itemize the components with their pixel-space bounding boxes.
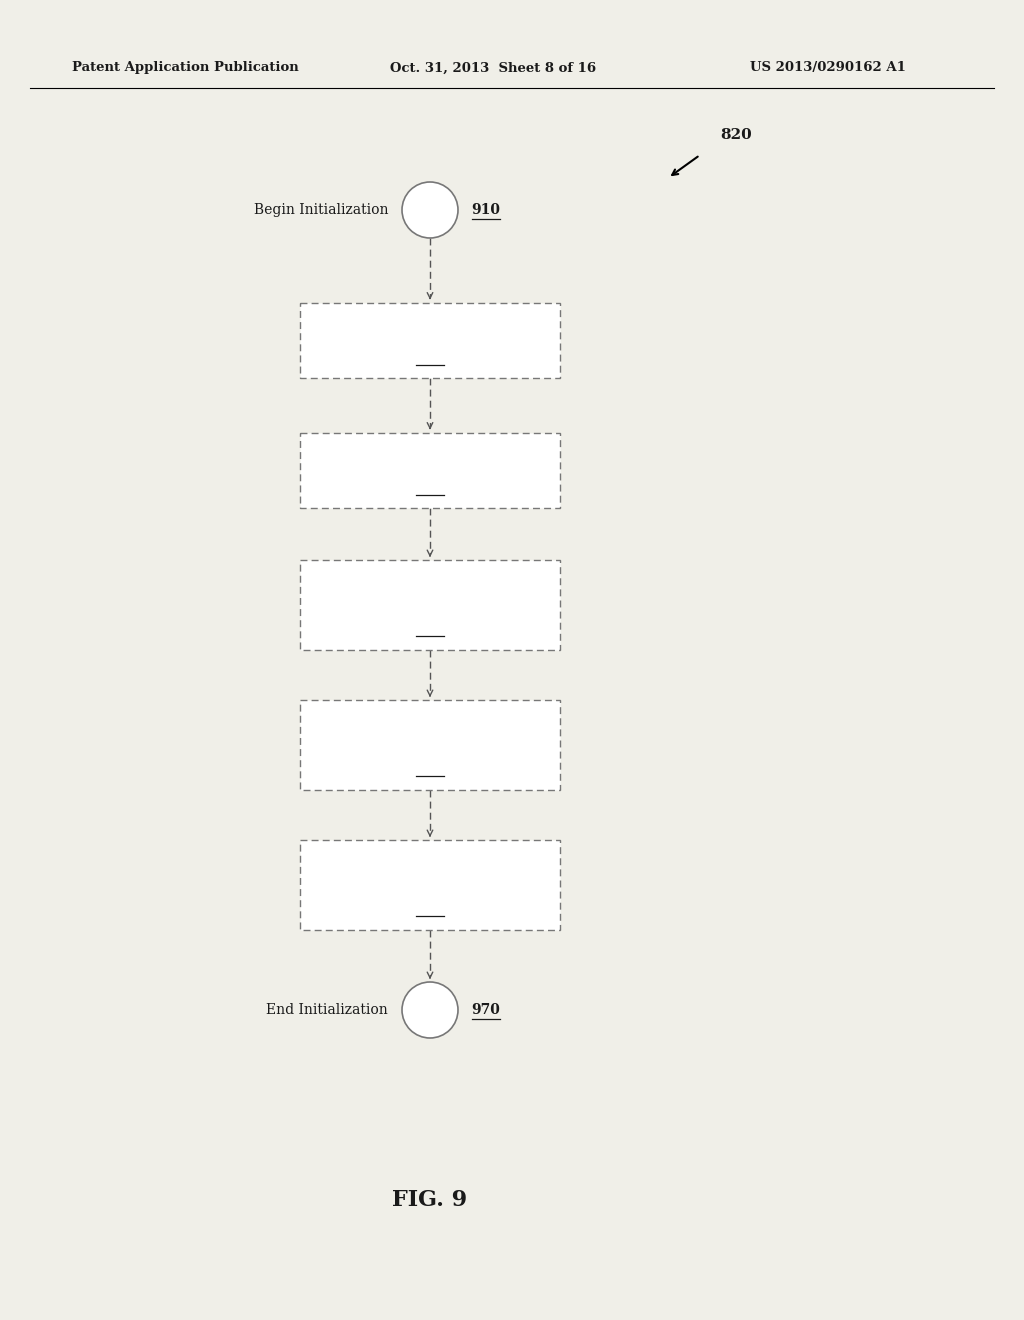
Text: 930: 930: [416, 479, 444, 492]
Text: Oct. 31, 2013  Sheet 8 of 16: Oct. 31, 2013 Sheet 8 of 16: [390, 62, 596, 74]
Text: 950: 950: [416, 760, 444, 774]
Text: Rounding Scenarios: Rounding Scenarios: [358, 738, 501, 752]
Bar: [300, 302, 560, 378]
Bar: [300, 700, 560, 789]
Ellipse shape: [402, 982, 458, 1038]
Bar: [300, 560, 560, 649]
Text: 920: 920: [416, 348, 444, 363]
Text: for Iteration: for Iteration: [387, 598, 473, 612]
Bar: [300, 433, 560, 507]
Text: 820: 820: [720, 128, 752, 143]
Text: Set Initial Data Values for: Set Initial Data Values for: [339, 861, 521, 874]
Text: Determine Anchor Price: Determine Anchor Price: [344, 453, 515, 467]
Ellipse shape: [402, 182, 458, 238]
Text: Determine the Number of: Determine the Number of: [339, 719, 521, 734]
Text: Identify Anchor Leg: Identify Anchor Leg: [359, 323, 501, 337]
Text: Patent Application Publication: Patent Application Publication: [72, 62, 299, 74]
Text: End Initialization: End Initialization: [266, 1003, 388, 1016]
Text: 970: 970: [472, 1003, 501, 1016]
Text: FIG. 9: FIG. 9: [392, 1189, 468, 1210]
Text: US 2013/0290162 A1: US 2013/0290162 A1: [750, 62, 906, 74]
Text: Scenario Evaluation: Scenario Evaluation: [358, 878, 502, 892]
Text: 960: 960: [416, 900, 444, 913]
Bar: [300, 840, 560, 931]
Text: Reposition Order Chain: Reposition Order Chain: [346, 579, 514, 594]
Text: 910: 910: [471, 203, 501, 216]
Text: 940: 940: [416, 620, 444, 634]
Text: Begin Initialization: Begin Initialization: [254, 203, 388, 216]
